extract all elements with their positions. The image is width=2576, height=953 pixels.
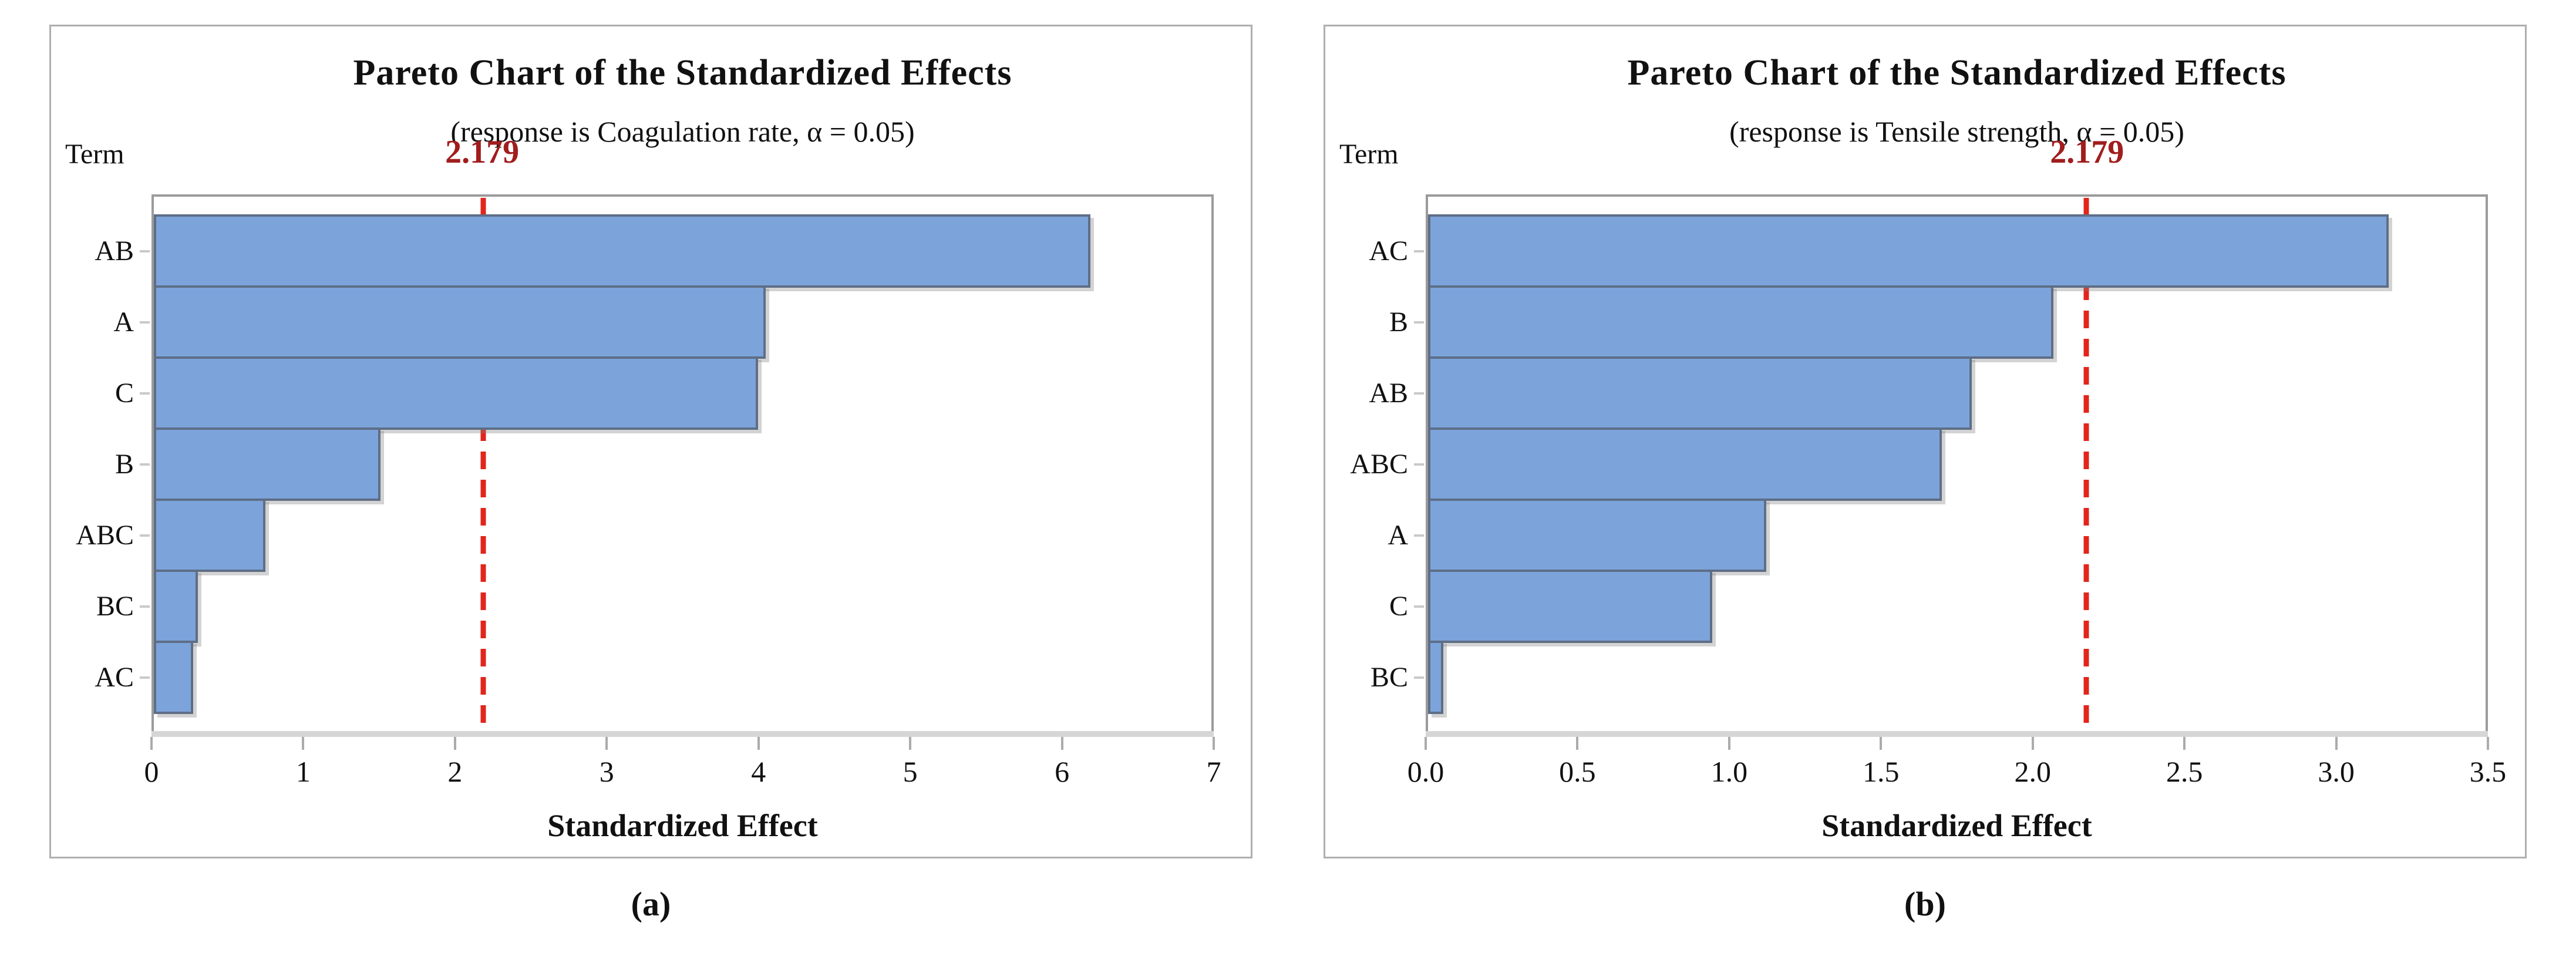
x-tick-label: 0.0 [1407, 755, 1444, 788]
plot-area [1426, 194, 2488, 731]
term-label-ac: AC [1369, 235, 1408, 267]
chart-title: Pareto Chart of the Standardized Effects [1627, 53, 2287, 93]
term-label-ab: AB [1369, 377, 1408, 409]
x-tick-label: 4 [751, 755, 766, 788]
bar-ac [1428, 214, 2389, 288]
bar-a [1428, 499, 1767, 572]
term-label-b: B [115, 448, 134, 480]
term-label-c: C [115, 377, 134, 409]
x-tick-mark [1425, 737, 1427, 750]
x-tick-label: 3 [599, 755, 614, 788]
term-label-ab: AB [95, 235, 134, 267]
x-tick-mark [1728, 737, 1730, 750]
y-tick-abc [140, 534, 150, 537]
y-axis-title: Term [65, 139, 124, 170]
x-axis-title: Standardized Effect [1821, 808, 2092, 843]
y-tick-c [1414, 605, 1424, 608]
bar-abc [1428, 427, 1942, 501]
x-axis-line [1426, 731, 2488, 737]
chart-subtitle: (response is Tensile strength, α = 0.05) [1729, 115, 2184, 148]
x-tick-mark [2031, 737, 2034, 750]
x-tick-mark [302, 737, 305, 750]
bar-b [154, 427, 380, 501]
y-tick-a [140, 321, 150, 324]
bar-b [1428, 285, 2054, 359]
reference-line [2083, 198, 2089, 731]
y-tick-b [1414, 321, 1424, 324]
y-tick-ac [1414, 250, 1424, 252]
x-tick-mark [1576, 737, 1579, 750]
x-tick-label: 2.5 [2166, 755, 2203, 788]
pareto-chart-panel-a: Pareto Chart of the Standardized Effects… [49, 25, 1252, 858]
term-label-c: C [1389, 590, 1408, 622]
y-tick-ab [1414, 392, 1424, 395]
y-tick-a [1414, 534, 1424, 537]
y-tick-b [140, 463, 150, 466]
x-tick-label: 3.5 [2469, 755, 2507, 788]
bar-ab [1428, 356, 1972, 430]
x-tick-mark [2335, 737, 2338, 750]
reference-line-label: 2.179 [2050, 134, 2124, 170]
chart-subtitle: (response is Coagulation rate, α = 0.05) [450, 115, 915, 148]
x-tick-mark [1213, 737, 1215, 750]
x-tick-mark [453, 737, 456, 750]
x-tick-mark [1060, 737, 1063, 750]
x-tick-label: 3.0 [2318, 755, 2355, 788]
term-label-a: A [113, 306, 134, 338]
x-tick-label: 1.0 [1710, 755, 1748, 788]
bar-a [154, 285, 766, 359]
chart-title: Pareto Chart of the Standardized Effects [353, 53, 1012, 93]
x-axis-line [151, 731, 1214, 737]
y-tick-bc [1414, 676, 1424, 679]
term-label-ac: AC [95, 661, 134, 693]
x-tick-label: 2 [447, 755, 463, 788]
reference-line-label: 2.179 [445, 134, 520, 170]
y-tick-ab [140, 250, 150, 252]
bar-bc [1428, 641, 1443, 714]
subfigure-caption-a: (a) [631, 885, 671, 923]
x-tick-label: 5 [903, 755, 918, 788]
y-tick-bc [140, 605, 150, 608]
y-axis-title: Term [1339, 139, 1399, 170]
x-tick-mark [909, 737, 912, 750]
term-label-abc: ABC [76, 519, 134, 551]
x-tick-mark [757, 737, 760, 750]
term-label-bc: BC [1370, 661, 1408, 693]
x-tick-label: 2.0 [2014, 755, 2051, 788]
term-label-b: B [1389, 306, 1408, 338]
bar-c [1428, 570, 1712, 643]
y-tick-ac [140, 676, 150, 679]
x-axis-title: Standardized Effect [547, 808, 818, 843]
x-tick-mark [605, 737, 608, 750]
bar-abc [154, 499, 266, 572]
x-tick-label: 0 [144, 755, 159, 788]
subfigure-caption-b: (b) [1904, 885, 1946, 923]
reference-line [480, 198, 486, 731]
y-tick-c [140, 392, 150, 395]
x-tick-mark [2183, 737, 2186, 750]
x-tick-mark [150, 737, 153, 750]
bar-ab [154, 214, 1091, 288]
y-tick-abc [1414, 463, 1424, 466]
x-tick-mark [1880, 737, 1883, 750]
bar-c [154, 356, 759, 430]
term-label-bc: BC [96, 590, 134, 622]
x-tick-label: 1 [295, 755, 311, 788]
term-label-abc: ABC [1350, 448, 1408, 480]
bar-ac [154, 641, 193, 714]
x-tick-label: 6 [1055, 755, 1070, 788]
x-tick-label: 1.5 [1863, 755, 1900, 788]
x-tick-label: 7 [1206, 755, 1221, 788]
term-label-a: A [1388, 519, 1408, 551]
plot-area [151, 194, 1214, 731]
x-tick-mark [2487, 737, 2489, 750]
bar-bc [154, 570, 198, 643]
x-tick-label: 0.5 [1559, 755, 1596, 788]
pareto-chart-panel-b: Pareto Chart of the Standardized Effects… [1324, 25, 2527, 858]
